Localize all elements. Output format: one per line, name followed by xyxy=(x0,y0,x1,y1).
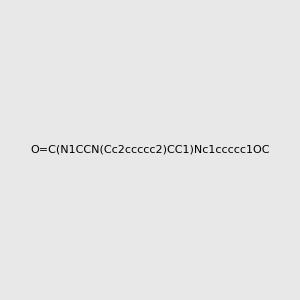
Text: O=C(N1CCN(Cc2ccccc2)CC1)Nc1ccccc1OC: O=C(N1CCN(Cc2ccccc2)CC1)Nc1ccccc1OC xyxy=(30,145,270,155)
